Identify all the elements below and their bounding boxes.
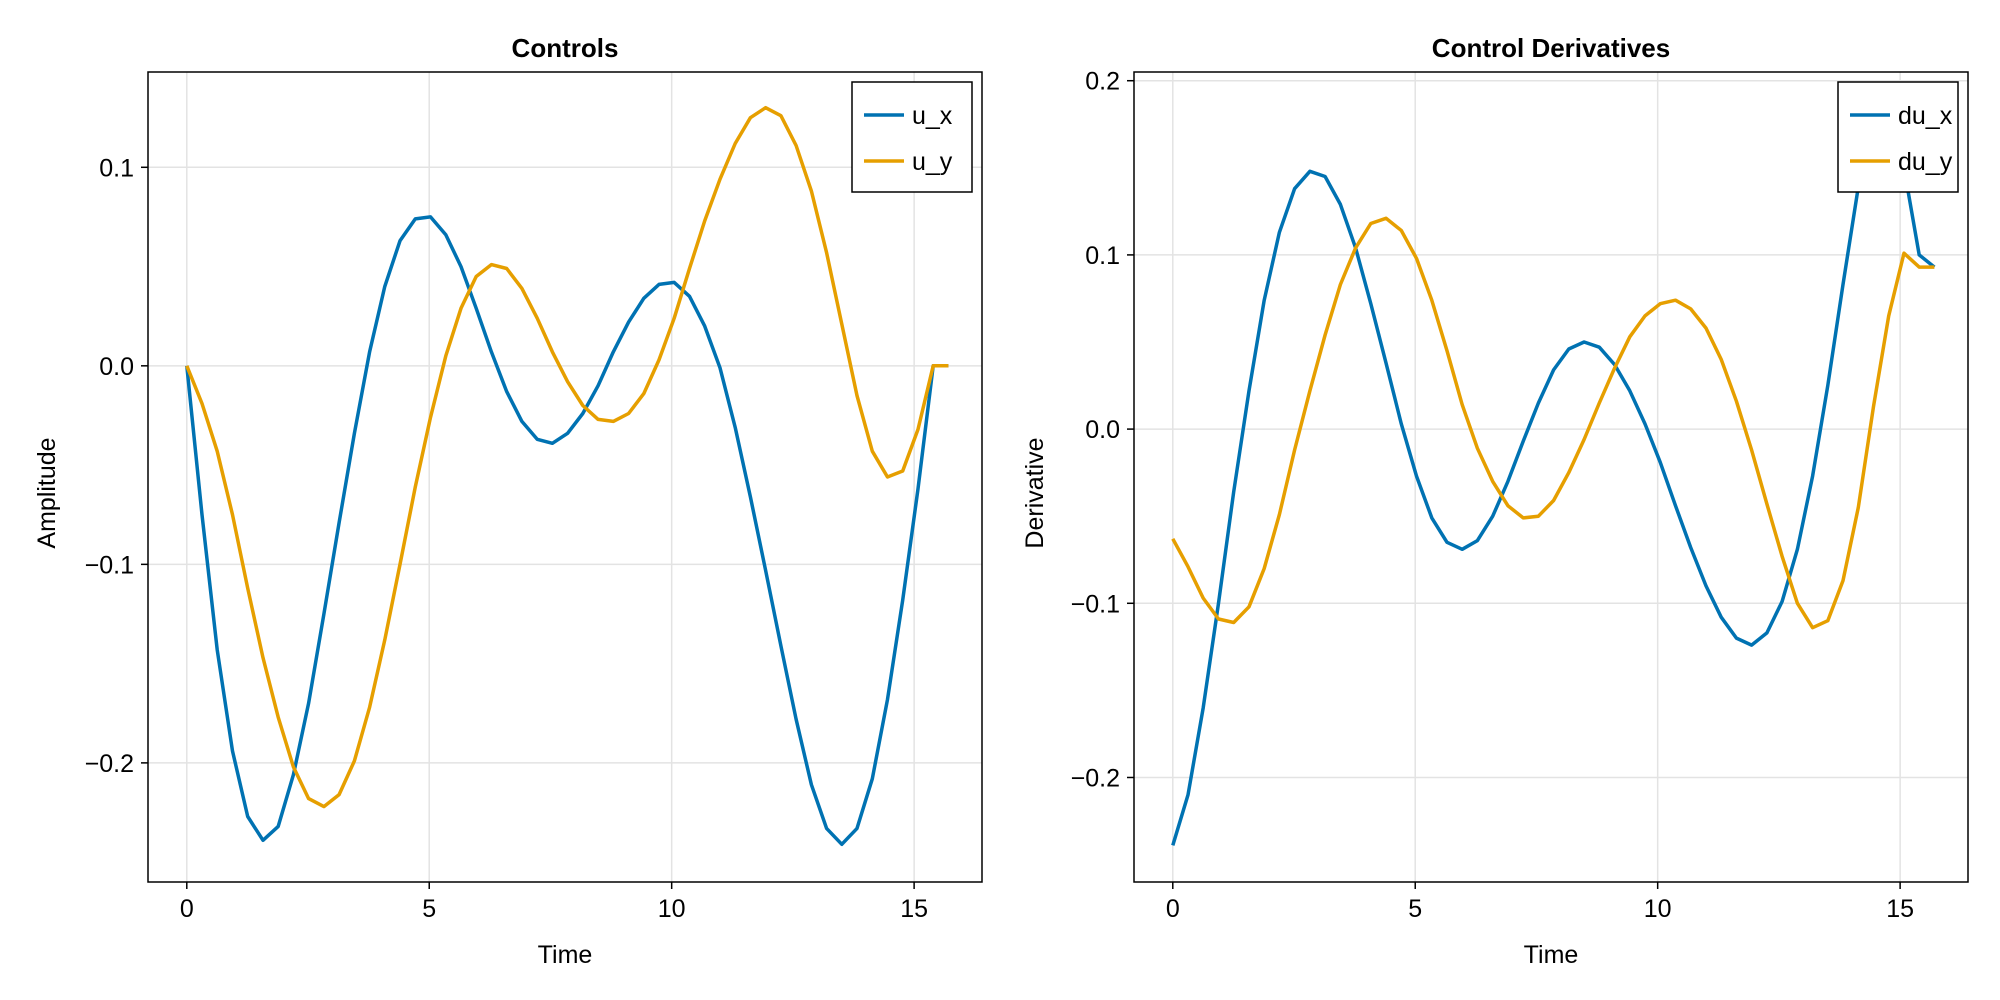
y-tick-label: 0.2 (1085, 68, 1120, 96)
y-tick-label: −0.1 (85, 551, 134, 579)
series-line-du-x (1171, 105, 1936, 846)
x-tick-label: 0 (180, 895, 194, 923)
x-tick-label: 10 (658, 895, 686, 923)
legend-label: du_x (1898, 102, 1953, 130)
y-tick-label: −0.2 (85, 750, 134, 778)
control-derivatives-chart: Control Derivatives Time Derivative 0 5 10… (1021, 33, 1969, 969)
legend-label: du_y (1898, 148, 1953, 176)
chart-title: Control Derivatives (1432, 33, 1670, 63)
y-tick-label: 0.0 (1085, 416, 1120, 444)
legend-box (851, 81, 973, 193)
y-axis-label: Amplitude (33, 437, 61, 548)
x-tick-label: 10 (1644, 895, 1672, 923)
x-tick-label: 5 (422, 895, 436, 923)
series-line-u-y (185, 105, 949, 809)
x-tick-label: 0 (1166, 895, 1180, 923)
y-tick-label: −0.2 (1071, 764, 1120, 792)
x-tick-label: 15 (900, 895, 928, 923)
plot-frame (1133, 71, 1969, 883)
x-tick-label: 15 (1886, 895, 1914, 923)
series-line-du-y (1171, 216, 1935, 630)
x-axis-label: Time (1524, 941, 1579, 969)
x-axis-label: Time (538, 941, 593, 969)
controls-chart: Controls Time Amplitude 0 5 10 15 −0.2 −0.1 0.… (33, 33, 983, 969)
y-tick-label: −0.1 (1071, 590, 1120, 618)
y-tick-label: 0.0 (99, 353, 134, 381)
series-line-u-x (185, 215, 949, 847)
legend-label: u_y (912, 148, 953, 176)
plot-frame (147, 71, 983, 883)
legend: du_x du_y (1837, 81, 1959, 193)
legend-label: u_x (912, 102, 953, 130)
chart-title: Controls (512, 33, 619, 63)
legend: u_x u_y (851, 81, 973, 193)
y-axis-label: Derivative (1021, 437, 1049, 548)
legend-box (1837, 81, 1959, 193)
x-tick-label: 5 (1408, 895, 1422, 923)
grid (148, 72, 982, 882)
y-tick-label: 0.1 (99, 154, 134, 182)
y-tick-label: 0.1 (1085, 242, 1120, 270)
